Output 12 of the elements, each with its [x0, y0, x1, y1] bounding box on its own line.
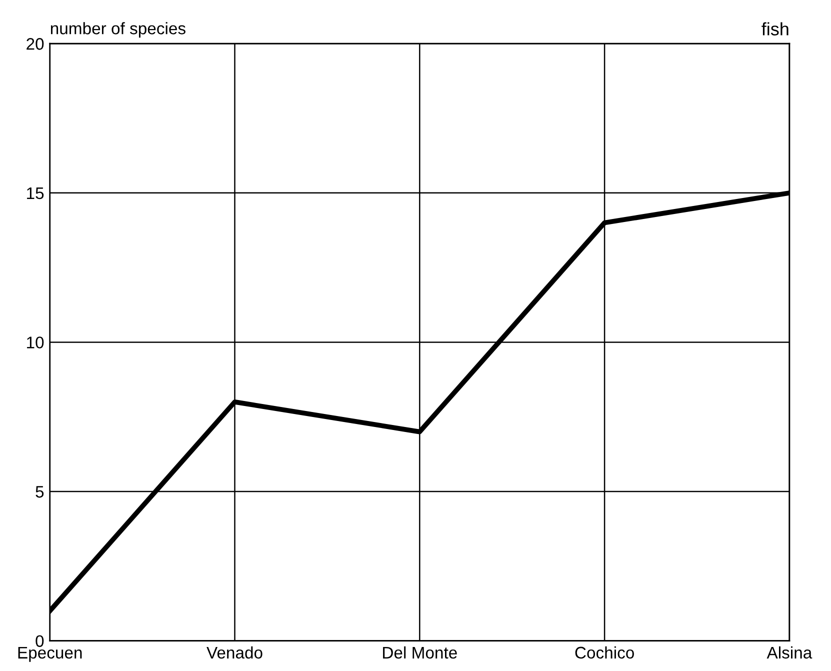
y-tick-label: 15 — [27, 187, 44, 200]
y-tick-label: 5 — [36, 486, 44, 498]
y-tick-label: 20 — [26, 38, 44, 50]
x-tick-label: Cochico — [575, 646, 634, 659]
y-axis-title: number of species — [50, 22, 186, 38]
x-tick-label: Venado — [206, 646, 262, 659]
y-tick-label: 10 — [27, 336, 44, 348]
x-tick-label: Del Monte — [383, 646, 457, 659]
y-tick-label: 0 — [36, 635, 44, 648]
x-tick-label: Alsina — [766, 646, 812, 659]
x-tick-label: Epecuen — [18, 646, 82, 662]
chart-title: fish — [762, 22, 788, 36]
